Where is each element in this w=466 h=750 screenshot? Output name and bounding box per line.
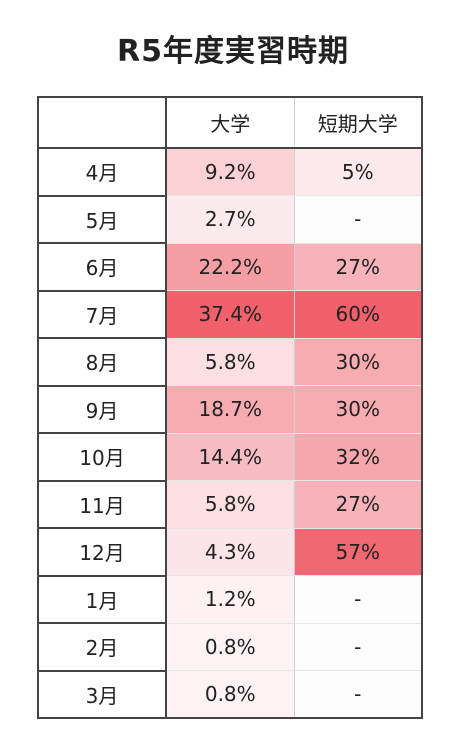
header-row: 大学 短期大学 — [37, 96, 423, 149]
month-cell: 7月 — [37, 289, 167, 339]
university-cell: 14.4% — [165, 432, 295, 481]
month-cell: 10月 — [37, 432, 167, 482]
junior-college-cell: - — [293, 622, 423, 671]
table-row: 7月 37.4% 60% — [37, 289, 423, 339]
university-cell: 4.3% — [165, 527, 295, 576]
month-cell: 4月 — [37, 147, 167, 197]
university-cell: 5.8% — [165, 480, 295, 529]
table-row: 8月 5.8% 30% — [37, 337, 423, 387]
month-cell: 5月 — [37, 194, 167, 244]
table-row: 11月 5.8% 27% — [37, 479, 423, 529]
table-row: 12月 4.3% 57% — [37, 527, 423, 577]
table-row: 10月 14.4% 32% — [37, 432, 423, 482]
month-cell: 11月 — [37, 479, 167, 529]
junior-college-cell: - — [293, 575, 423, 624]
month-cell: 12月 — [37, 527, 167, 577]
junior-college-cell: - — [293, 670, 423, 719]
header-corner — [37, 96, 167, 149]
university-cell: 1.2% — [165, 575, 295, 624]
junior-college-cell: - — [293, 195, 423, 244]
university-cell: 18.7% — [165, 385, 295, 434]
chart-title: R5年度実習時期 — [117, 34, 349, 69]
junior-college-cell: 57% — [293, 527, 423, 576]
junior-college-cell: 60% — [293, 290, 423, 339]
heatmap-table: 大学 短期大学 4月 9.2% 5% 5月 2.7% -6月 22.2% 27% 7月 37.4%… — [37, 96, 423, 719]
month-cell: 1月 — [37, 574, 167, 624]
month-cell: 2月 — [37, 622, 167, 672]
table-row: 4月 9.2% 5% — [37, 147, 423, 197]
table-row: 2月 0.8% - — [37, 622, 423, 672]
header-university: 大学 — [165, 96, 295, 149]
university-cell: 0.8% — [165, 622, 295, 671]
table-row: 9月 18.7% 30% — [37, 384, 423, 434]
junior-college-cell: 27% — [293, 242, 423, 291]
table-row: 6月 22.2% 27% — [37, 242, 423, 292]
table-row: 1月 1.2% - — [37, 574, 423, 624]
university-cell: 22.2% — [165, 242, 295, 291]
junior-college-cell: 5% — [293, 147, 423, 196]
header-junior-college: 短期大学 — [293, 96, 423, 149]
university-cell: 0.8% — [165, 670, 295, 719]
table-body: 4月 9.2% 5% 5月 2.7% -6月 22.2% 27% 7月 37.4% 60% 8月 5.8… — [37, 147, 423, 719]
month-cell: 6月 — [37, 242, 167, 292]
university-cell: 2.7% — [165, 195, 295, 244]
university-cell: 37.4% — [165, 290, 295, 339]
month-cell: 8月 — [37, 337, 167, 387]
junior-college-cell: 30% — [293, 337, 423, 386]
university-cell: 5.8% — [165, 337, 295, 386]
junior-college-cell: 30% — [293, 385, 423, 434]
university-cell: 9.2% — [165, 147, 295, 196]
table-row: 3月 0.8% - — [37, 669, 423, 719]
month-cell: 3月 — [37, 669, 167, 719]
table-row: 5月 2.7% - — [37, 194, 423, 244]
junior-college-cell: 32% — [293, 432, 423, 481]
junior-college-cell: 27% — [293, 480, 423, 529]
month-cell: 9月 — [37, 384, 167, 434]
